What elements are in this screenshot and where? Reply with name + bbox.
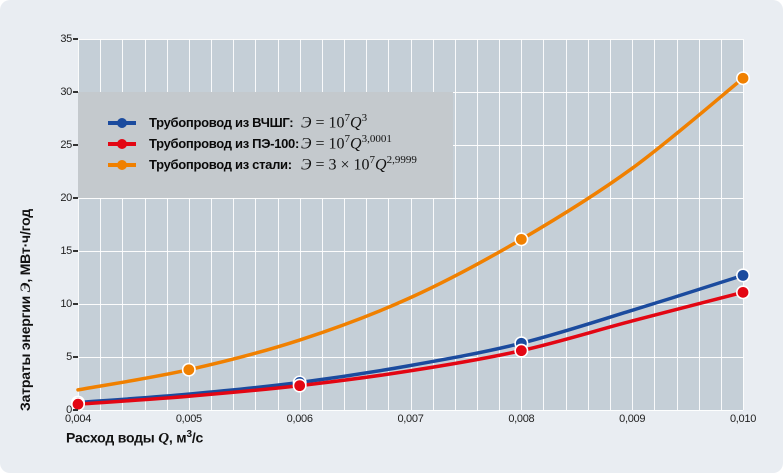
data-point	[735, 285, 750, 300]
legend-item-pe-100: Трубопровод из ПЭ-100: Э = 107Q3,0001	[78, 133, 453, 154]
legend-label: Трубопровод из ВЧШГ:	[149, 115, 294, 130]
legend-key-icon	[108, 159, 136, 170]
y-tick-mark	[73, 91, 78, 93]
x-tick-label: 0,008	[508, 413, 535, 425]
x-tick-label: 0,009	[619, 413, 646, 425]
legend-key-dot	[117, 159, 127, 170]
y-tick-mark	[73, 303, 78, 305]
y-tick-mark	[73, 356, 78, 358]
x-tick-label: 0,004	[64, 413, 92, 425]
legend-key-icon	[108, 138, 136, 149]
data-point	[514, 343, 529, 358]
series-markers-pe-100	[71, 285, 750, 412]
y-tick-label: 35	[60, 33, 72, 45]
x-axis-label: Расход воды Q, м3/с	[66, 429, 204, 447]
legend-label: Трубопровод из стали:	[149, 157, 292, 172]
data-point	[181, 362, 196, 377]
legend-item-vchshg: Трубопровод из ВЧШГ: Э = 107Q3	[78, 112, 453, 133]
data-point	[292, 378, 307, 393]
legend-box: Трубопровод из ВЧШГ: Э = 107Q3 Трубопровод…	[78, 92, 453, 198]
y-tick-mark	[73, 409, 78, 411]
y-tick-label: 30	[60, 86, 72, 98]
y-tick-label: 5	[66, 351, 72, 363]
y-tick-label: 25	[60, 139, 72, 151]
legend-key-icon	[108, 117, 136, 128]
series-markers-steel	[181, 71, 750, 377]
data-point	[735, 71, 750, 86]
data-point	[514, 232, 529, 247]
series-line-vchshg	[76, 273, 745, 405]
legend-formula: Э = 107Q3,0001	[301, 133, 392, 153]
x-tick-label: 0,006	[286, 413, 313, 425]
y-tick-label: 20	[60, 192, 72, 204]
y-tick-label: 15	[60, 245, 72, 257]
data-point	[735, 268, 750, 283]
y-tick-mark	[73, 38, 78, 40]
series-line-pe-100	[76, 290, 745, 406]
series-markers-vchshg	[71, 268, 750, 410]
legend-label: Трубопровод из ПЭ-100:	[149, 136, 300, 151]
y-axis-label: Затраты энергии Э, МВт·ч/год	[17, 209, 34, 411]
x-tick-label: 0,005	[175, 413, 202, 425]
legend-key-dot	[117, 117, 127, 128]
energy-symbol: Э	[18, 282, 34, 293]
y-tick-mark	[73, 197, 78, 199]
legend-formula: Э = 3 × 107Q2,9999	[301, 154, 417, 174]
legend-item-steel: Трубопровод из стали: Э = 3 × 107Q2,9999	[78, 154, 453, 175]
flow-symbol: Q	[158, 430, 169, 447]
legend-key-dot	[117, 138, 127, 149]
x-tick-label: 0,007	[397, 413, 424, 425]
y-tick-label: 0	[66, 404, 72, 416]
y-tick-label: 10	[60, 298, 72, 310]
plot-area: Трубопровод из ВЧШГ: Э = 107Q3 Трубопровод…	[71, 38, 750, 412]
y-tick-mark	[73, 144, 78, 146]
data-point	[71, 397, 85, 412]
legend-formula: Э = 107Q3	[301, 112, 368, 132]
y-tick-mark	[73, 250, 78, 252]
x-tick-label: 0,010	[729, 413, 757, 425]
